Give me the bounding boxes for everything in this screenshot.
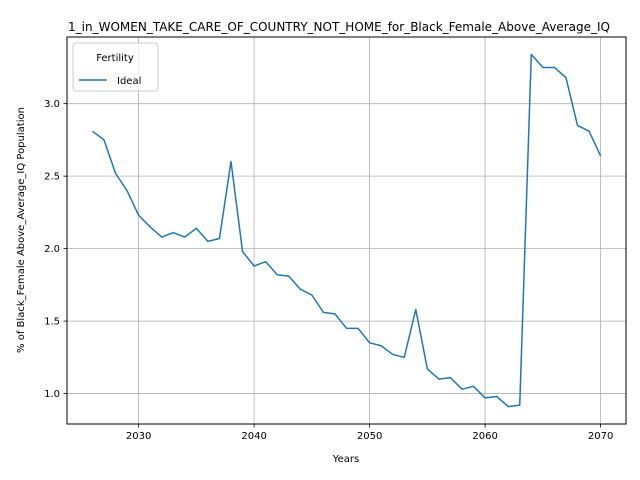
plot-frame [66, 36, 627, 425]
legend-title: Fertility [96, 53, 134, 64]
x-tick-label: 2040 [241, 431, 266, 442]
x-axis: 2030 2040 2050 2060 2070 [126, 424, 613, 442]
y-tick-label: 3.0 [44, 99, 60, 110]
plot-lines [91, 53, 602, 408]
x-tick-label: 2070 [588, 431, 613, 442]
x-tick-label: 2060 [472, 431, 497, 442]
y-axis: 1.0 1.5 2.0 2.5 3.0 [44, 99, 67, 400]
legend-box [72, 42, 159, 92]
grid [67, 37, 626, 424]
chart-title: 1_in_WOMEN_TAKE_CARE_OF_COUNTRY_NOT_HOME… [68, 20, 610, 34]
x-axis-label: Years [332, 454, 359, 465]
y-tick-label: 1.5 [44, 317, 60, 328]
legend-label-ideal: Ideal [117, 76, 141, 87]
x-tick-label: 2050 [357, 431, 382, 442]
x-tick-label: 2030 [126, 431, 151, 442]
y-axis-label: % of Black_Female Above_Average_IQ Popul… [16, 107, 27, 353]
legend: Fertility Ideal [72, 42, 159, 92]
y-tick-label: 2.5 [44, 172, 60, 183]
series-line-ideal [91, 53, 602, 408]
y-tick-label: 1.0 [44, 389, 60, 400]
y-tick-label: 2.0 [44, 244, 60, 255]
